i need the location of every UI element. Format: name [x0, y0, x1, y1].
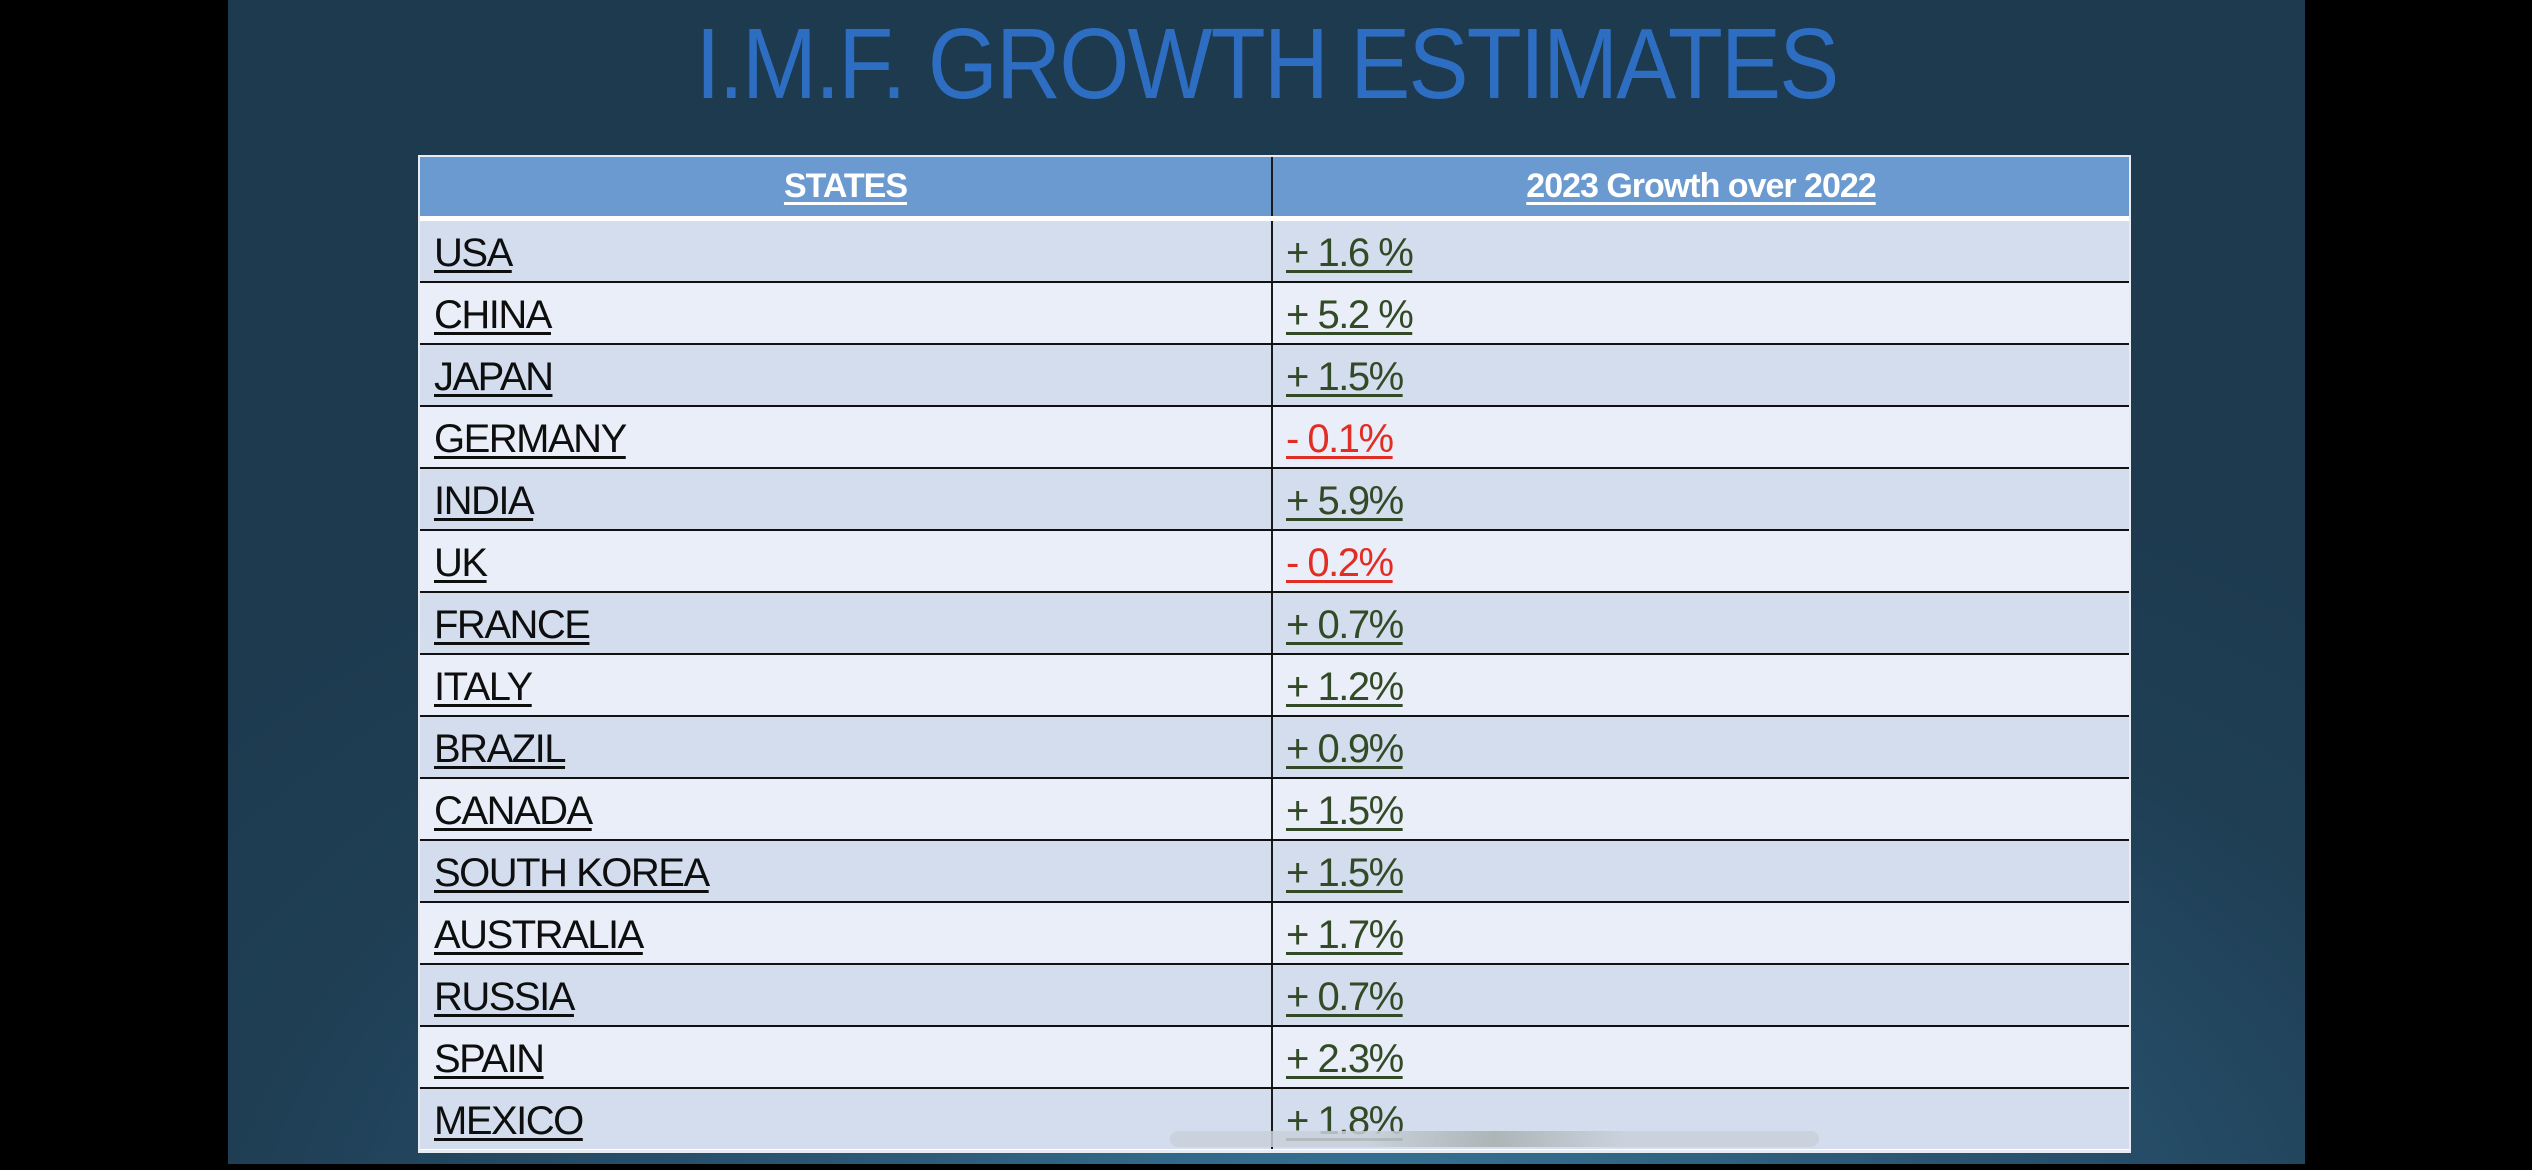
growth-value[interactable]: + 0.9%: [1286, 727, 1404, 771]
state-name[interactable]: ITALY: [420, 655, 1273, 715]
table-row: INDIA + 5.9%: [420, 467, 2129, 529]
growth-value[interactable]: + 1.5%: [1286, 851, 1404, 895]
growth-value[interactable]: + 1.6 %: [1286, 231, 1414, 275]
state-name[interactable]: UK: [420, 531, 1273, 591]
table-header-row: STATES 2023 Growth over 2022: [420, 157, 2129, 221]
state-name[interactable]: BRAZIL: [420, 717, 1273, 777]
table-body: USA + 1.6 % CHINA + 5.2 % JAPAN + 1.5% GERMANY…: [420, 221, 2129, 1150]
growth-value[interactable]: + 1.5%: [1286, 355, 1404, 399]
growth-value[interactable]: + 1.5%: [1286, 789, 1404, 833]
table-row: FRANCE + 0.7%: [420, 591, 2129, 653]
table-row: AUSTRALIA + 1.7%: [420, 901, 2129, 963]
table-row: BRAZIL + 0.9%: [420, 715, 2129, 777]
table-row: GERMANY - 0.1%: [420, 405, 2129, 467]
slide-title: I.M.F. GROWTH ESTIMATES: [695, 8, 1840, 120]
state-name[interactable]: RUSSIA: [420, 965, 1273, 1025]
state-name[interactable]: JAPAN: [420, 345, 1273, 405]
table-row: CANADA + 1.5%: [420, 777, 2129, 839]
growth-value[interactable]: + 1.2%: [1286, 665, 1404, 709]
growth-value[interactable]: + 2.3%: [1286, 1037, 1404, 1081]
growth-value[interactable]: - 0.2%: [1286, 541, 1394, 585]
state-name[interactable]: GERMANY: [420, 407, 1273, 467]
state-name[interactable]: CHINA: [420, 283, 1273, 343]
state-name[interactable]: SPAIN: [420, 1027, 1273, 1087]
home-indicator-bar[interactable]: [1170, 1131, 1819, 1147]
table-row: SPAIN + 2.3%: [420, 1025, 2129, 1087]
table-row: USA + 1.6 %: [420, 221, 2129, 281]
growth-value[interactable]: + 5.9%: [1286, 479, 1404, 523]
header-growth: 2023 Growth over 2022: [1526, 167, 1876, 205]
header-states: STATES: [420, 157, 1273, 216]
state-name[interactable]: FRANCE: [420, 593, 1273, 653]
growth-value[interactable]: + 0.7%: [1286, 603, 1404, 647]
slide: I.M.F. GROWTH ESTIMATES STATES 2023 Grow…: [228, 0, 2305, 1164]
growth-table: STATES 2023 Growth over 2022 USA + 1.6 % C…: [418, 155, 2131, 1153]
growth-value[interactable]: - 0.1%: [1286, 417, 1394, 461]
growth-value[interactable]: + 0.7%: [1286, 975, 1404, 1019]
state-name[interactable]: CANADA: [420, 779, 1273, 839]
state-name[interactable]: MEXICO: [420, 1089, 1273, 1149]
table-row: UK - 0.2%: [420, 529, 2129, 591]
state-name[interactable]: SOUTH KOREA: [420, 841, 1273, 901]
table-row: SOUTH KOREA + 1.5%: [420, 839, 2129, 901]
state-name[interactable]: INDIA: [420, 469, 1273, 529]
growth-value[interactable]: + 1.7%: [1286, 913, 1404, 957]
state-name[interactable]: USA: [420, 221, 1273, 281]
state-name[interactable]: AUSTRALIA: [420, 903, 1273, 963]
table-row: CHINA + 5.2 %: [420, 281, 2129, 343]
table-row: ITALY + 1.2%: [420, 653, 2129, 715]
table-row: JAPAN + 1.5%: [420, 343, 2129, 405]
growth-value[interactable]: + 5.2 %: [1286, 293, 1414, 337]
table-row: RUSSIA + 0.7%: [420, 963, 2129, 1025]
